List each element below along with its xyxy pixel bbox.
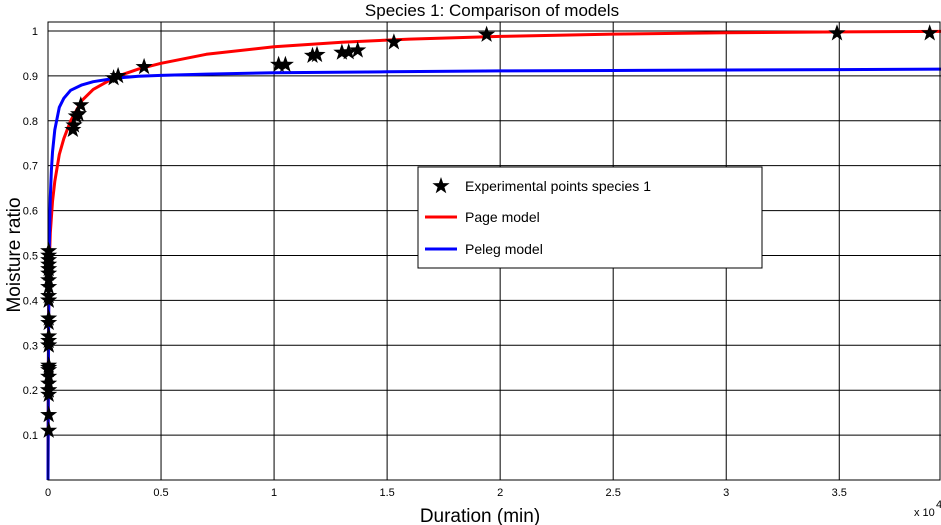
- x-axis-exponent-power: 4: [936, 499, 941, 511]
- experimental-point: [40, 358, 58, 375]
- y-tick-label: 0.2: [23, 385, 38, 397]
- x-axis-exponent-label: x 10: [914, 507, 935, 519]
- x-axis-ticks: 0 0.5 1 1.5 2 2.5 3 3.5: [45, 487, 847, 499]
- experimental-point: [270, 55, 288, 72]
- y-tick-label: 0.8: [23, 116, 38, 128]
- experimental-point: [105, 69, 123, 86]
- legend-label-peleg: Peleg model: [465, 241, 543, 257]
- grid: [48, 22, 941, 480]
- experimental-point: [65, 116, 83, 133]
- x-tick-label: 0: [45, 487, 51, 499]
- experimental-markers: [40, 24, 939, 438]
- experimental-point: [478, 25, 496, 42]
- experimental-point: [40, 291, 58, 308]
- x-tick-label: 3.5: [832, 487, 847, 499]
- x-tick-label: 2.5: [606, 487, 621, 499]
- legend-marker-experimental: [432, 177, 450, 194]
- x-axis-label: Duration (min): [420, 506, 540, 525]
- experimental-point: [135, 57, 153, 75]
- experimental-point: [109, 66, 127, 84]
- x-tick-label: 0.5: [153, 487, 168, 499]
- y-tick-label: 0.5: [23, 250, 38, 262]
- experimental-point: [921, 24, 939, 41]
- x-tick-label: 1: [271, 487, 277, 499]
- experimental-point: [40, 381, 58, 398]
- experimental-point: [40, 421, 58, 438]
- experimental-point: [40, 327, 58, 344]
- experimental-point: [40, 336, 58, 353]
- legend: Experimental points species 1 Page model…: [417, 166, 763, 269]
- experimental-point: [40, 313, 58, 331]
- y-tick-label: 1: [32, 26, 38, 38]
- y-tick-label: 0.7: [23, 161, 38, 173]
- chart-title: Species 1: Comparison of models: [365, 1, 619, 20]
- experimental-point: [308, 45, 326, 63]
- experimental-point: [333, 43, 351, 60]
- experimental-point: [40, 246, 58, 263]
- y-axis-ticks: 0.1 0.2 0.3 0.4 0.5 0.6 0.7 0.8 0.9 1: [23, 26, 38, 442]
- experimental-point: [40, 277, 58, 295]
- x-tick-label: 1.5: [379, 487, 394, 499]
- x-tick-label: 3: [723, 487, 729, 499]
- legend-label-page: Page model: [465, 209, 540, 225]
- x-tick-label: 2: [497, 487, 503, 499]
- experimental-point: [385, 33, 403, 50]
- y-tick-label: 0.9: [23, 71, 38, 83]
- y-tick-label: 0.1: [23, 430, 38, 442]
- experimental-point: [40, 251, 58, 268]
- experimental-point: [349, 41, 367, 58]
- experimental-point: [70, 105, 88, 122]
- y-tick-label: 0.3: [23, 340, 38, 352]
- legend-label-experimental: Experimental points species 1: [465, 178, 651, 194]
- experimental-point: [40, 255, 58, 272]
- experimental-point: [72, 96, 90, 113]
- y-tick-label: 0.6: [23, 206, 38, 218]
- legend-box: [417, 166, 763, 269]
- experimental-point: [40, 385, 58, 402]
- experimental-point: [40, 367, 58, 384]
- peleg-model-curve: [46, 67, 941, 481]
- experimental-point: [40, 405, 58, 423]
- experimental-point: [828, 24, 846, 41]
- plot-frame: [47, 21, 941, 481]
- experimental-point: [40, 271, 58, 288]
- experimental-point: [40, 242, 58, 259]
- experimental-point: [276, 55, 294, 72]
- y-tick-label: 0.4: [23, 295, 38, 307]
- experimental-point: [340, 43, 358, 60]
- y-axis-label: Moisture ratio: [4, 197, 25, 312]
